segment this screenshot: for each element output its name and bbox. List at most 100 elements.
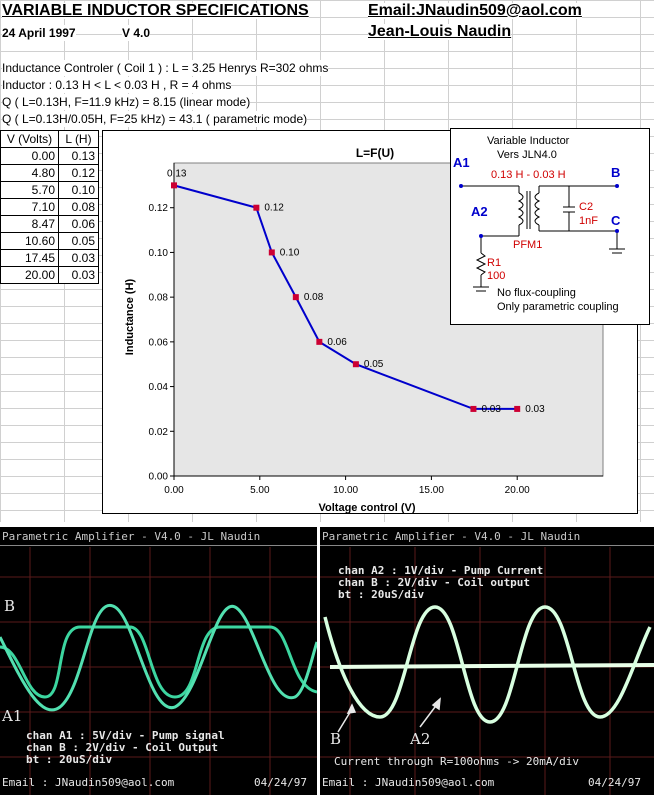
x-tick-label: 5.00	[250, 485, 270, 496]
table-cell: 0.10	[58, 181, 99, 199]
core-label: PFM1	[513, 239, 543, 251]
scope-right-screen	[320, 547, 654, 795]
table-cell: 0.06	[58, 215, 99, 233]
scope-left-chan2: chan B : 2V/div - Coil Output	[26, 741, 219, 754]
x-axis-label: Voltage control (V)	[319, 502, 416, 514]
page-title: VARIABLE INDUCTOR SPECIFICATIONS	[2, 2, 309, 19]
trace-b	[0, 603, 317, 712]
y-tick-label: 0.08	[149, 293, 169, 304]
spec-line: Inductor : 0.13 H < L < 0.03 H , R = 4 o…	[2, 77, 232, 93]
scope-right: Parametric Amplifier - V4.0 - JL Naudin …	[320, 527, 654, 795]
table-cell: 0.05	[58, 232, 99, 250]
date-label: 24 April 1997	[2, 25, 76, 41]
author-email: Email:JNaudin509@aol.com	[368, 2, 582, 19]
table-cell: 8.47	[0, 215, 59, 233]
table-cell: 20.00	[0, 266, 59, 284]
c2-label: C2	[579, 201, 594, 213]
scope-left-timebase: bt : 20uS/div	[26, 753, 113, 766]
trace-b-label: B	[4, 597, 16, 615]
series-line	[173, 184, 518, 410]
table-row: 5.70 0.10	[0, 181, 99, 199]
scope-right-email: Email : JNaudin509@aol.com	[322, 776, 495, 789]
spec-line: Q ( L=0.13H, F=11.9 kHz) = 8.15 (linear …	[2, 94, 251, 110]
data-label: 0.06	[327, 337, 347, 348]
scope-left-screen	[0, 547, 317, 795]
schematic-inset: Variable Inductor Vers JLN4.0 A1 0.13 H …	[450, 128, 650, 325]
data-label: 0.10	[280, 247, 300, 258]
table-row: 17.45 0.03	[0, 249, 99, 267]
data-point	[352, 361, 359, 368]
trace-a2	[329, 663, 654, 669]
scope-right-date: 04/24/97	[588, 776, 641, 789]
table-cell: 0.12	[58, 164, 99, 182]
y-tick-label: 0.02	[149, 427, 169, 438]
author-name: Jean-Louis Naudin	[368, 23, 512, 40]
column-header: V (Volts)	[0, 130, 59, 148]
scope-left-date: 04/24/97	[254, 776, 307, 789]
note-no-flux: No flux-coupling	[497, 287, 576, 299]
table-row: 8.47 0.06	[0, 215, 99, 233]
x-tick-label: 10.00	[333, 485, 358, 496]
x-tick-label: 0.00	[164, 485, 184, 496]
note-parametric: Only parametric coupling	[497, 301, 619, 313]
r1-label: R1	[487, 257, 502, 269]
node-a2-label: A2	[471, 204, 488, 219]
inductance-range: 0.13 H - 0.03 H	[491, 169, 566, 181]
scope-right-chan1: chan A2 : 1V/div - Pump Current	[338, 564, 544, 577]
table-header-row: V (Volts) L (H)	[0, 130, 99, 148]
scope-right-title: Parametric Amplifier - V4.0 - JL Naudin	[322, 530, 581, 543]
table-cell: 7.10	[0, 198, 59, 216]
trace-a2-label: A2	[410, 730, 431, 748]
table-row: 10.60 0.05	[0, 232, 99, 250]
scope-right-current: Current through R=100ohms -> 20mA/div	[334, 755, 580, 768]
table-cell: 10.60	[0, 232, 59, 250]
y-tick-label: 0.12	[149, 203, 169, 214]
trace-a1	[0, 625, 317, 699]
data-label: 0.08	[304, 292, 324, 303]
data-label: 0.13	[167, 168, 187, 179]
x-tick-label: 20.00	[505, 485, 530, 496]
table-row: 20.00 0.03	[0, 266, 99, 284]
table-cell: 0.03	[58, 266, 99, 284]
table-row: 0.00 0.13	[0, 147, 99, 165]
y-axis-label: Inductance (H)	[124, 278, 136, 355]
spec-line: Q ( L=0.13H/0.05H, F=25 kHz) = 43.1 ( pa…	[2, 111, 308, 127]
column-header: L (H)	[58, 130, 99, 148]
data-point	[514, 405, 521, 412]
table-cell: 0.08	[58, 198, 99, 216]
data-label: 0.03	[481, 404, 501, 415]
scope-right-chan2: chan B : 2V/div - Coil output	[338, 576, 531, 589]
scope-left-chan1: chan A1 : 5V/div - Pump signal	[26, 729, 225, 742]
spec-line: Inductance Controler ( Coil 1 ) : L = 3.…	[2, 60, 329, 76]
data-point	[470, 405, 477, 412]
version-label: V 4.0	[122, 25, 151, 41]
table-cell: 0.03	[58, 249, 99, 267]
data-label: 0.03	[525, 404, 545, 415]
c2-value: 1nF	[579, 215, 598, 227]
scope-left-email: Email : JNaudin509@aol.com	[2, 776, 175, 789]
x-tick-label: 15.00	[419, 485, 444, 496]
trace-a1-label: A1	[2, 707, 23, 725]
table-cell: 4.80	[0, 164, 59, 182]
voltage-inductance-table: V (Volts) L (H) 0.00 0.13 4.80 0.12 5.70 0.…	[0, 130, 99, 284]
node-b-label: B	[611, 165, 621, 180]
scope-left-title: Parametric Amplifier - V4.0 - JL Naudin	[2, 530, 261, 543]
data-point	[316, 338, 323, 345]
schematic-drawing	[459, 184, 625, 292]
chart-title: L=F(U)	[356, 146, 394, 160]
table-cell: 17.45	[0, 249, 59, 267]
data-point	[171, 182, 177, 189]
schematic-subtitle: Vers JLN4.0	[497, 149, 557, 161]
scope-left-divider	[0, 545, 317, 546]
table-cell: 0.00	[0, 147, 59, 165]
table-row: 7.10 0.08	[0, 198, 99, 216]
trace-b-right	[323, 605, 652, 724]
scope-left: Parametric Amplifier - V4.0 - JL Naudin …	[0, 527, 317, 795]
table-row: 4.80 0.12	[0, 164, 99, 182]
data-point	[292, 294, 299, 301]
trace-b-label-right: B	[330, 730, 342, 748]
data-label: 0.12	[264, 203, 284, 214]
data-point	[268, 249, 275, 256]
data-point	[253, 204, 260, 211]
y-tick-label: 0.06	[149, 337, 169, 348]
